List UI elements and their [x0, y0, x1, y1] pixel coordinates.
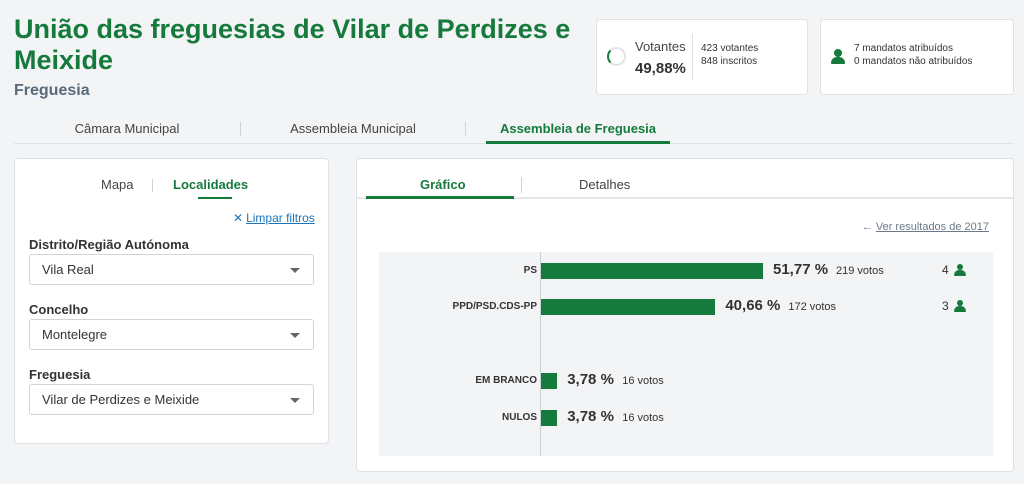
- clear-filters-link[interactable]: ✕ Limpar filtros: [233, 211, 315, 225]
- tab-localidades[interactable]: Localidades: [173, 177, 249, 192]
- voters-count: 423 votantes: [701, 43, 759, 54]
- tab-camara-municipal[interactable]: Câmara Municipal: [74, 121, 180, 136]
- bar-category-label: NULOS: [502, 412, 537, 423]
- district-label: Distrito/Região Autónoma: [29, 237, 189, 252]
- chevron-down-icon: [290, 333, 300, 338]
- tab-assembleia-freguesia[interactable]: Assembleia de Freguesia: [486, 116, 670, 144]
- municipality-select[interactable]: Montelegre: [29, 319, 314, 350]
- parish-value: Vilar de Perdizes e Meixide: [42, 392, 200, 407]
- bar-percent-label: 51,77 %: [773, 261, 829, 278]
- chevron-down-icon: [290, 268, 300, 273]
- mandates-card: 7 mandatos atribuídos 0 mandatos não atr…: [820, 19, 1014, 95]
- voters-card: Votantes 49,88% 423 votantes 848 inscrit…: [596, 19, 808, 95]
- bar-votes-label: 219 votos: [836, 265, 884, 277]
- person-icon: [831, 49, 845, 65]
- bar-percent-label: 40,66 %: [725, 297, 781, 314]
- chart-axis: [540, 252, 541, 456]
- seats-count: 3: [942, 299, 949, 313]
- voters-divider: [692, 34, 693, 80]
- results-panel: Gráfico Detalhes ← Ver resultados de 2017…: [356, 158, 1014, 472]
- parish-select[interactable]: Vilar de Perdizes e Meixide: [29, 384, 314, 415]
- district-select[interactable]: Vila Real: [29, 254, 314, 285]
- bar-seats: 3: [942, 299, 966, 313]
- district-value: Vila Real: [42, 262, 94, 277]
- bar-votes-label: 16 votos: [622, 375, 664, 387]
- tab-divider: [521, 177, 522, 193]
- tab-detalhes[interactable]: Detalhes: [579, 177, 631, 192]
- registered-count: 848 inscritos: [701, 56, 758, 67]
- close-icon: ✕: [233, 211, 244, 225]
- bar: [541, 373, 558, 389]
- tab-divider: [240, 122, 241, 136]
- results-tabs: Gráfico Detalhes: [357, 159, 1013, 199]
- page-subtitle: Freguesia: [14, 82, 90, 99]
- filter-panel: Mapa Localidades ✕ Limpar filtros Distrit…: [14, 158, 329, 444]
- mandates-unassigned: 0 mandatos não atribuídos: [854, 56, 973, 67]
- tab-grafico[interactable]: Gráfico: [420, 177, 466, 192]
- page-title: União das freguesias de Vilar de Perdize…: [14, 14, 571, 75]
- voters-label: Votantes: [635, 39, 686, 54]
- tab-mapa[interactable]: Mapa: [101, 177, 134, 192]
- bar: [541, 410, 558, 426]
- results-bar-chart: PS 51,77 % 219 votos 4 PPD/PSD.CDS-PP 40,66 %…: [379, 252, 993, 456]
- bar-seats: 4: [942, 263, 966, 277]
- bar-category-label: PS: [523, 265, 537, 276]
- person-icon: [954, 300, 966, 313]
- election-tabs: Câmara Municipal Assembleia Municipal As…: [14, 116, 1014, 144]
- chevron-down-icon: [290, 398, 300, 403]
- tab-divider: [152, 179, 153, 192]
- bar-votes-label: 172 votos: [788, 301, 837, 313]
- bar: [541, 263, 763, 279]
- bar-category-label: PPD/PSD.CDS-PP: [452, 301, 537, 312]
- mandates-assigned: 7 mandatos atribuídos: [854, 43, 953, 54]
- bar-votes-label: 16 votos: [622, 412, 664, 424]
- parish-label: Freguesia: [29, 367, 91, 382]
- seats-count: 4: [942, 263, 949, 277]
- previous-results-link[interactable]: ← Ver resultados de 2017: [862, 221, 989, 233]
- municipality-value: Montelegre: [42, 327, 108, 342]
- arrow-left-icon: ←: [861, 221, 873, 233]
- municipality-label: Concelho: [29, 302, 89, 317]
- bar-category-label: EM BRANCO: [475, 375, 537, 386]
- active-tab-indicator: [366, 196, 514, 199]
- bar-percent-label: 3,78 %: [567, 371, 614, 388]
- tab-divider: [465, 122, 466, 136]
- clear-filters-label: Limpar filtros: [246, 211, 315, 225]
- bar: [541, 299, 716, 315]
- turnout-percent: 49,88%: [635, 60, 686, 77]
- active-tab-indicator: [198, 197, 232, 199]
- turnout-progress-icon: [607, 47, 626, 66]
- person-icon: [954, 264, 966, 277]
- tab-assembleia-municipal[interactable]: Assembleia Municipal: [290, 121, 416, 136]
- bar-percent-label: 3,78 %: [567, 408, 614, 425]
- previous-results-label: Ver resultados de 2017: [875, 221, 989, 233]
